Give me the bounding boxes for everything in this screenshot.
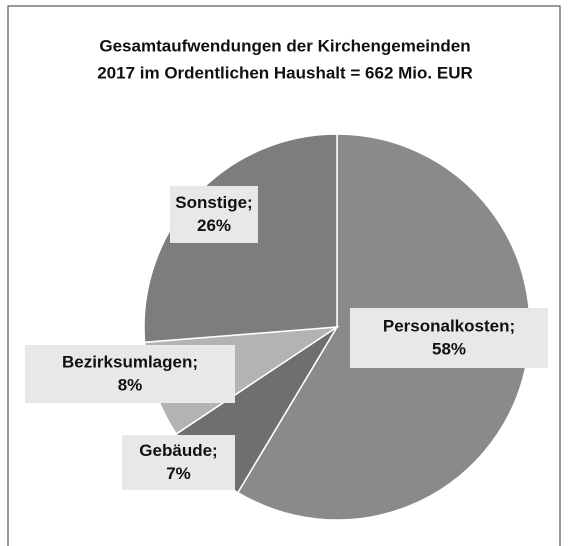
category-label: Gebäude; [139, 441, 217, 460]
value-label: 7% [166, 464, 191, 483]
label-box [350, 308, 548, 368]
category-label: Bezirksumlagen; [62, 352, 198, 371]
chart-title: Gesamtaufwendungen der Kirchengemeinden [99, 36, 470, 55]
category-label: Personalkosten; [383, 316, 515, 335]
label-box [25, 345, 235, 403]
value-label: 8% [118, 375, 143, 394]
label-box [170, 186, 258, 243]
value-label: 26% [197, 216, 231, 235]
value-label: 58% [432, 339, 466, 358]
chart-title: 2017 im Ordentlichen Haushalt = 662 Mio.… [97, 63, 473, 82]
label-box [122, 435, 235, 490]
frame [7, 5, 561, 546]
category-label: Sonstige; [175, 193, 252, 212]
